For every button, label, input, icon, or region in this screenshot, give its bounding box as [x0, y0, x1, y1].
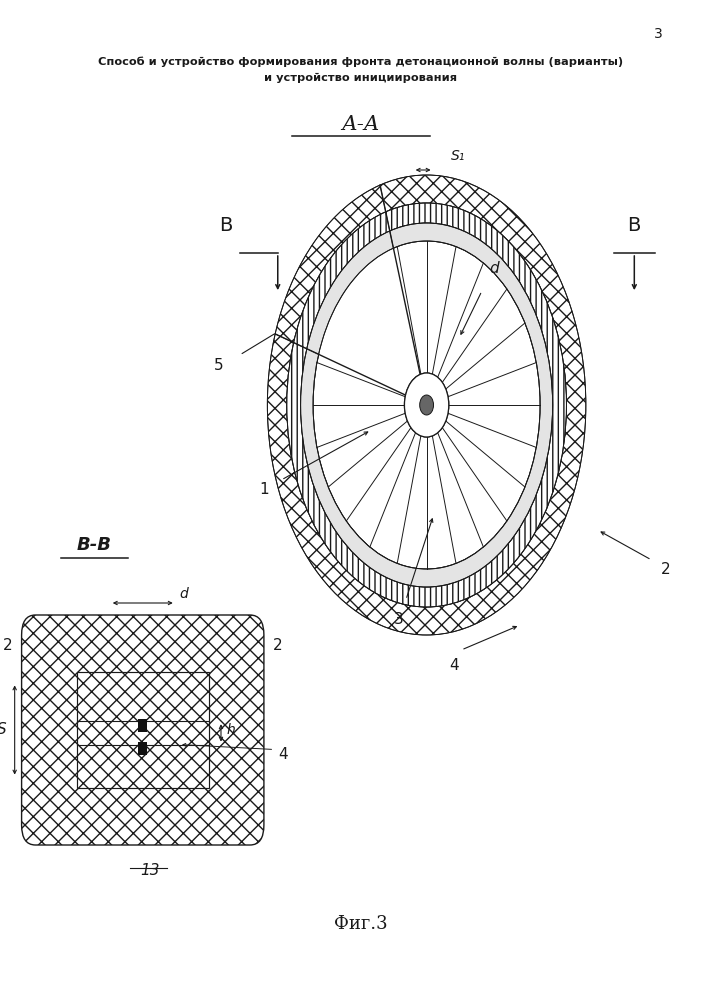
Text: 2: 2 [273, 638, 283, 652]
Bar [77, 672, 209, 788]
Circle shape [404, 373, 449, 437]
Text: 13: 13 [140, 863, 159, 878]
Circle shape [313, 241, 540, 569]
Wedge shape [267, 175, 586, 635]
Circle shape [420, 395, 433, 415]
Text: d: d [489, 261, 498, 276]
Wedge shape [275, 185, 386, 343]
Text: B: B [628, 216, 641, 235]
Text: А-А: А-А [341, 115, 380, 134]
Circle shape [404, 373, 449, 437]
Bar [139, 742, 147, 755]
Text: h: h [226, 723, 235, 737]
Wedge shape [272, 180, 426, 405]
Wedge shape [307, 231, 393, 354]
Wedge shape [300, 223, 553, 587]
Text: В-В: В-В [77, 536, 112, 554]
Text: 3: 3 [394, 612, 404, 628]
Wedge shape [287, 203, 566, 607]
Text: 4: 4 [278, 747, 287, 762]
Text: Фиг.3: Фиг.3 [334, 915, 387, 933]
FancyBboxPatch shape [22, 615, 264, 845]
Text: d: d [179, 587, 188, 601]
Text: S₁: S₁ [451, 149, 465, 163]
Text: 2: 2 [660, 562, 670, 578]
Text: 4: 4 [450, 658, 459, 673]
Text: B: B [219, 216, 233, 235]
Text: 3: 3 [654, 27, 663, 41]
Text: 5: 5 [214, 358, 223, 372]
Bar [139, 719, 147, 732]
Text: и устройство инициирования: и устройство инициирования [264, 73, 457, 83]
Text: S: S [0, 722, 7, 738]
Wedge shape [293, 212, 390, 349]
Text: 2: 2 [3, 638, 13, 652]
Text: 1: 1 [259, 483, 269, 497]
Text: Способ и устройство формирования фронта детонационной волны (варианты): Способ и устройство формирования фронта … [98, 57, 624, 67]
Circle shape [420, 395, 433, 415]
